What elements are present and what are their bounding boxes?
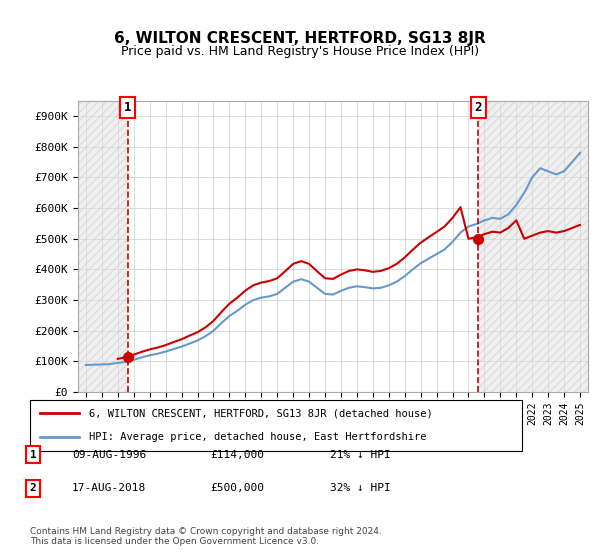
Text: 2: 2: [475, 101, 482, 114]
Text: 6, WILTON CRESCENT, HERTFORD, SG13 8JR (detached house): 6, WILTON CRESCENT, HERTFORD, SG13 8JR (…: [89, 408, 433, 418]
Bar: [78, 101, 128, 392]
Text: 17-AUG-2018: 17-AUG-2018: [72, 483, 146, 493]
Text: 6, WILTON CRESCENT, HERTFORD, SG13 8JR: 6, WILTON CRESCENT, HERTFORD, SG13 8JR: [114, 31, 486, 46]
Text: Price paid vs. HM Land Registry's House Price Index (HPI): Price paid vs. HM Land Registry's House …: [121, 45, 479, 58]
Text: 32% ↓ HPI: 32% ↓ HPI: [330, 483, 391, 493]
Text: 1: 1: [124, 101, 131, 114]
Text: 09-AUG-1996: 09-AUG-1996: [72, 450, 146, 460]
Text: Contains HM Land Registry data © Crown copyright and database right 2024.
This d: Contains HM Land Registry data © Crown c…: [30, 526, 382, 546]
Text: HPI: Average price, detached house, East Hertfordshire: HPI: Average price, detached house, East…: [89, 432, 427, 442]
Text: 1: 1: [29, 450, 37, 460]
FancyBboxPatch shape: [30, 400, 522, 451]
Text: 2: 2: [29, 483, 37, 493]
Bar: [478, 101, 588, 392]
Text: £500,000: £500,000: [210, 483, 264, 493]
Text: 21% ↓ HPI: 21% ↓ HPI: [330, 450, 391, 460]
Text: £114,000: £114,000: [210, 450, 264, 460]
